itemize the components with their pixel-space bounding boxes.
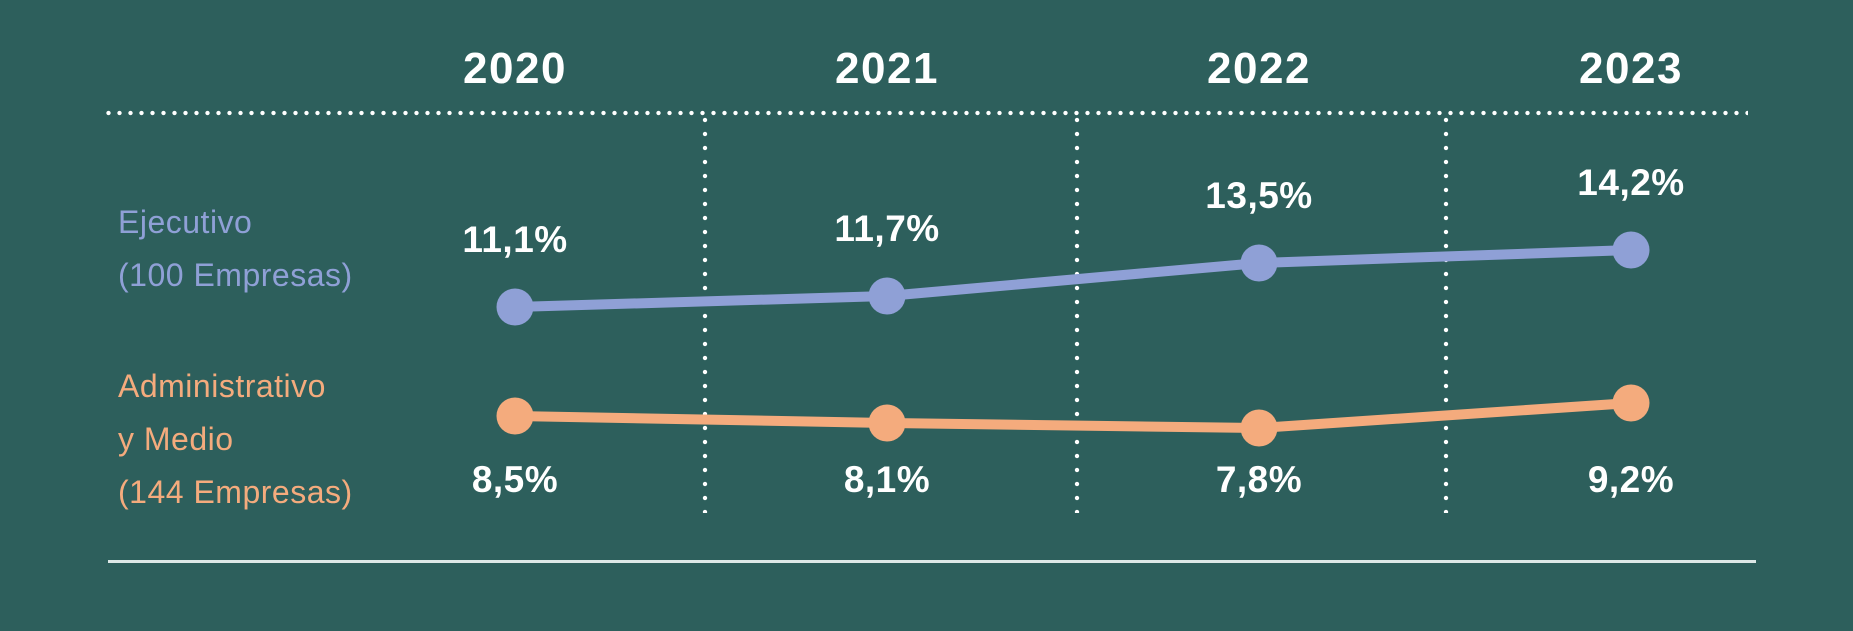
- year-header-2022: 2022: [1207, 44, 1311, 93]
- value-label-administrativo-2020: 8,5%: [471, 459, 559, 500]
- data-point-ejecutivo-2022: [1240, 244, 1278, 282]
- data-point-administrativo-2022: [1240, 409, 1278, 447]
- value-label-ejecutivo-2023: 14,2%: [1577, 162, 1685, 203]
- value-label-ejecutivo-2020: 11,1%: [462, 219, 568, 260]
- year-header-2020: 2020: [463, 44, 567, 93]
- series-line-administrativo: [510, 398, 1636, 434]
- legend-administrativo: Administrativo y Medio (144 Empresas): [118, 360, 353, 519]
- year-header-2021: 2021: [835, 44, 939, 93]
- bottom-rule: [108, 560, 1756, 563]
- value-label-administrativo-2022: 7,8%: [1215, 459, 1303, 500]
- data-point-administrativo-2023: [1612, 384, 1650, 422]
- data-point-ejecutivo-2020: [496, 288, 534, 326]
- column-separator-2: [1074, 113, 1080, 513]
- column-separator-1: [702, 113, 708, 513]
- series-line-ejecutivo: [510, 245, 1636, 312]
- value-label-ejecutivo-2022: 13,5%: [1205, 175, 1313, 216]
- value-label-administrativo-2023: 9,2%: [1587, 459, 1675, 500]
- header-dotted-rule: [103, 110, 1748, 116]
- data-point-administrativo-2020: [496, 397, 534, 435]
- value-label-ejecutivo-2021: 11,7%: [834, 208, 940, 249]
- data-point-administrativo-2021: [868, 404, 906, 442]
- legend-administrativo-line-2: y Medio: [118, 421, 234, 457]
- column-separator-3: [1443, 113, 1449, 513]
- data-point-ejecutivo-2023: [1612, 231, 1650, 269]
- legend-ejecutivo-line-2: (100 Empresas): [118, 257, 353, 293]
- year-header-2023: 2023: [1579, 44, 1683, 93]
- legend-administrativo-line-3: (144 Empresas): [118, 474, 353, 510]
- legend-administrativo-line-1: Administrativo: [118, 368, 326, 404]
- legend-ejecutivo-line-1: Ejecutivo: [118, 204, 253, 240]
- legend-ejecutivo: Ejecutivo (100 Empresas): [118, 196, 353, 302]
- data-point-ejecutivo-2021: [868, 277, 906, 315]
- value-label-administrativo-2021: 8,1%: [843, 459, 931, 500]
